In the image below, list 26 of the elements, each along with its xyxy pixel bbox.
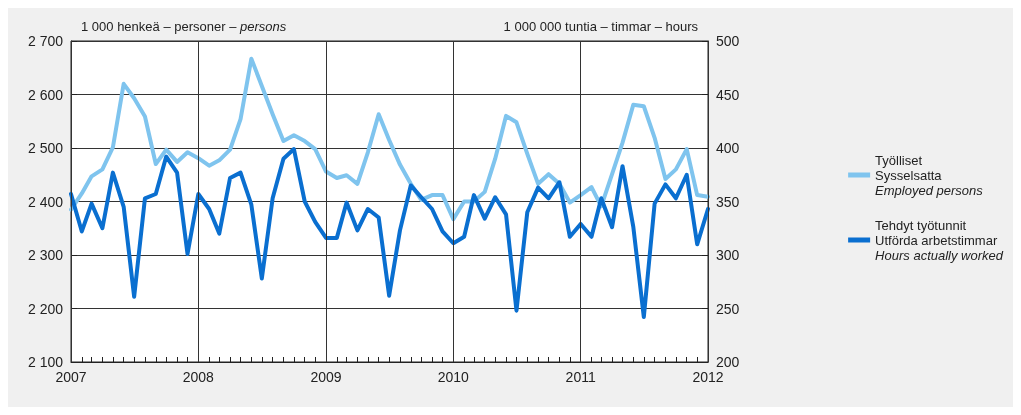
y2-tick-label: 350 xyxy=(716,193,740,210)
line-series xyxy=(69,56,710,222)
y-tick-label: 2 500 xyxy=(27,140,64,156)
y2-tick-label: 500 xyxy=(716,33,740,49)
y2-tick-label: 450 xyxy=(716,86,740,103)
y2-tick-label: 200 xyxy=(716,354,740,370)
x-tick-label: 2007 xyxy=(55,369,87,385)
y2-tick-label: 400 xyxy=(716,140,740,156)
y2-axis-title: 1 000 000 tuntia – timmar – hours xyxy=(503,19,699,34)
x-tick-label: 2009 xyxy=(310,369,342,385)
x-tick-label: 2008 xyxy=(182,369,215,385)
y2-tick-label: 300 xyxy=(716,247,740,263)
x-tick-label: 2010 xyxy=(437,369,470,385)
y-tick-label: 2 700 xyxy=(27,33,64,49)
y-tick-label: 2 600 xyxy=(27,86,64,103)
x-tick-label: 2012 xyxy=(692,369,724,385)
line-series xyxy=(69,147,710,320)
y-axis-title: 1 000 henkeä – personer – persons xyxy=(81,19,287,34)
y-tick-label: 2 100 xyxy=(27,354,64,370)
y-tick-label: 2 400 xyxy=(27,193,64,210)
y2-tick-label: 250 xyxy=(716,300,740,317)
legend-label: Työlliset Sysselsatta Employed persons xyxy=(875,152,984,198)
y-tick-label: 2 200 xyxy=(27,300,64,317)
y-tick-label: 2 300 xyxy=(27,247,64,263)
x-tick-label: 2011 xyxy=(565,369,596,385)
legend-label: Tehdyt työtunnit Utförda arbetstimmar Hours actually worked xyxy=(875,217,1004,263)
